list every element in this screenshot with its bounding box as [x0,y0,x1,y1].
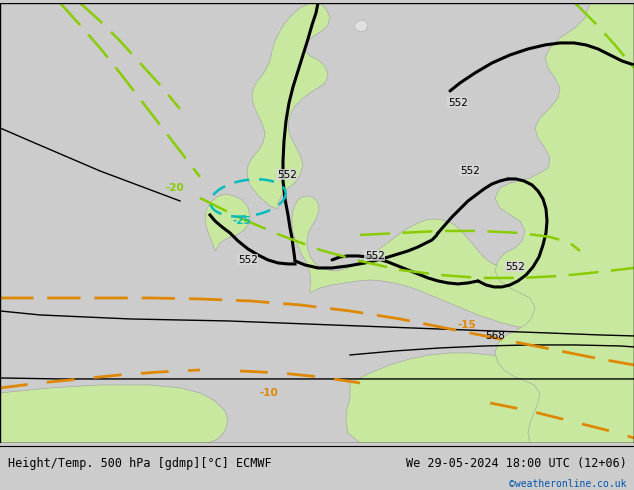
Text: -25: -25 [233,216,251,226]
Text: 552: 552 [460,166,480,176]
Text: 552: 552 [238,255,258,265]
Polygon shape [247,3,330,209]
Polygon shape [354,20,368,32]
Polygon shape [205,194,250,251]
Text: Height/Temp. 500 hPa [gdmp][°C] ECMWF: Height/Temp. 500 hPa [gdmp][°C] ECMWF [8,457,271,469]
Text: We 29-05-2024 18:00 UTC (12+06): We 29-05-2024 18:00 UTC (12+06) [406,457,626,469]
Polygon shape [292,196,615,329]
Text: -10: -10 [260,388,279,398]
Polygon shape [495,3,634,443]
Text: -15: -15 [458,320,477,330]
Polygon shape [555,3,634,323]
Text: 552: 552 [277,170,297,180]
Polygon shape [0,385,228,443]
Text: 552: 552 [365,251,385,261]
Text: ©weatheronline.co.uk: ©weatheronline.co.uk [509,479,626,489]
Text: -20: -20 [165,183,184,193]
Text: 552: 552 [448,98,468,108]
Polygon shape [346,353,585,443]
Text: 568: 568 [485,331,505,341]
Text: 552: 552 [505,262,525,272]
